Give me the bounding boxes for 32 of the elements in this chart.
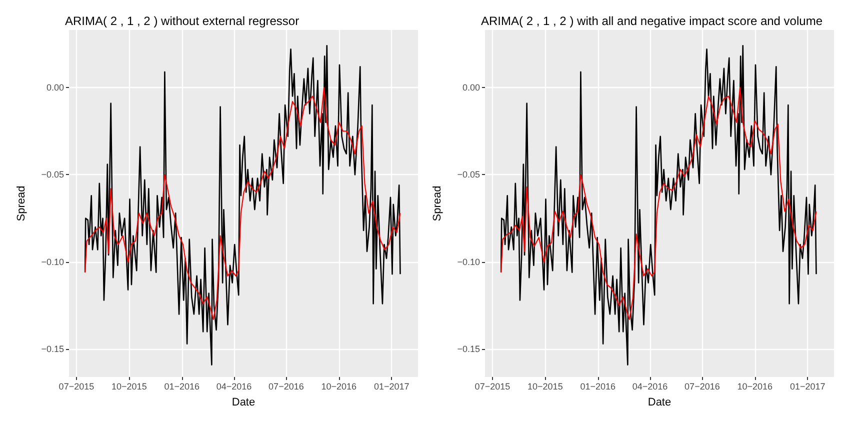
line-series — [500, 86, 817, 320]
x-tick-label: 04−2016 — [216, 382, 252, 392]
line-series — [84, 45, 401, 366]
chart-title: ARIMA( 2 , 1 , 2 ) with all and negative impact score and volume — [481, 14, 823, 28]
line-series — [500, 45, 817, 366]
x-tick-label: 07−2016 — [684, 382, 720, 392]
x-tick-label: 10−2016 — [321, 382, 357, 392]
y-tick-label: −0.15 — [41, 344, 64, 354]
y-tick-label: −0.10 — [457, 256, 480, 267]
x-tick-label: 01−2016 — [164, 382, 200, 392]
y-tick-label: 0.00 — [46, 82, 64, 93]
y-tick-label: −0.15 — [457, 344, 480, 354]
y-tick-label: −0.05 — [41, 170, 64, 180]
x-tick-label: 07−2016 — [268, 382, 304, 392]
y-axis-title: Spread — [16, 186, 28, 222]
x-tick-label: 04−2016 — [632, 382, 668, 392]
x-axis-title: Date — [232, 396, 256, 408]
chart-title: ARIMA( 2 , 1 , 2 ) without external regressor — [65, 14, 300, 28]
y-axis-title: Spread — [432, 186, 444, 222]
line-series — [84, 86, 401, 320]
x-tick-label: 10−2015 — [528, 382, 563, 392]
x-tick-label: 01−2016 — [580, 382, 616, 392]
x-tick-label: 07−2015 — [58, 382, 94, 392]
x-axis-title: Date — [648, 396, 672, 408]
y-tick-label: −0.10 — [41, 256, 64, 267]
x-tick-label: 10−2015 — [112, 382, 147, 392]
y-tick-label: −0.05 — [457, 170, 480, 180]
x-tick-label: 01−2017 — [374, 382, 410, 392]
x-tick-label: 01−2017 — [790, 382, 826, 392]
x-tick-label: 10−2016 — [737, 382, 773, 392]
x-tick-label: 07−2015 — [474, 382, 510, 392]
y-tick-label: 0.00 — [462, 82, 480, 93]
